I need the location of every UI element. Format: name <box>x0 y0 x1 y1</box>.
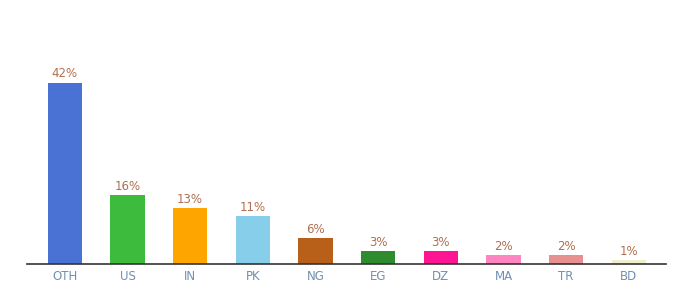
Text: 3%: 3% <box>369 236 388 249</box>
Bar <box>299 238 333 264</box>
Bar <box>110 195 145 264</box>
Bar <box>48 82 82 264</box>
Text: 16%: 16% <box>114 180 141 193</box>
Bar <box>173 208 207 264</box>
Bar <box>611 260 646 264</box>
Text: 3%: 3% <box>432 236 450 249</box>
Bar <box>424 251 458 264</box>
Bar <box>486 255 521 264</box>
Text: 42%: 42% <box>52 68 78 80</box>
Text: 2%: 2% <box>494 240 513 253</box>
Text: 6%: 6% <box>306 223 325 236</box>
Bar <box>361 251 395 264</box>
Bar <box>235 217 270 264</box>
Text: 1%: 1% <box>619 244 638 257</box>
Bar <box>549 255 583 264</box>
Text: 2%: 2% <box>557 240 575 253</box>
Text: 13%: 13% <box>177 193 203 206</box>
Text: 11%: 11% <box>240 201 266 214</box>
